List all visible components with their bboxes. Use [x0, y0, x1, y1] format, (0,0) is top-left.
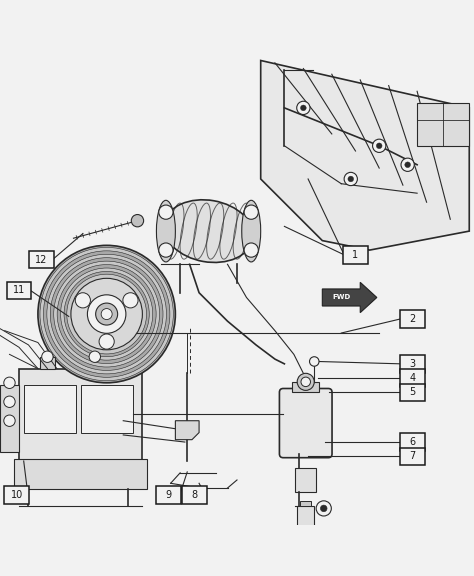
Circle shape	[159, 243, 173, 257]
Ellipse shape	[242, 200, 261, 262]
Ellipse shape	[156, 200, 175, 262]
Polygon shape	[322, 282, 377, 313]
Circle shape	[40, 248, 173, 381]
Bar	[24, 385, 76, 433]
Text: 6: 6	[410, 437, 415, 447]
Circle shape	[75, 293, 91, 308]
Circle shape	[301, 105, 306, 111]
Text: 3: 3	[410, 359, 415, 369]
Text: FWD: FWD	[332, 294, 350, 301]
Circle shape	[310, 357, 319, 366]
Circle shape	[96, 303, 118, 325]
FancyBboxPatch shape	[156, 486, 181, 504]
Bar	[81, 385, 133, 433]
Text: 8: 8	[191, 490, 197, 500]
Circle shape	[376, 143, 382, 149]
Circle shape	[297, 101, 310, 115]
FancyBboxPatch shape	[29, 251, 54, 268]
FancyBboxPatch shape	[279, 388, 332, 458]
Text: 9: 9	[165, 490, 171, 500]
Circle shape	[294, 528, 303, 537]
Circle shape	[4, 415, 15, 426]
Circle shape	[54, 261, 160, 367]
Circle shape	[67, 274, 146, 354]
FancyBboxPatch shape	[4, 486, 29, 504]
Circle shape	[50, 257, 163, 370]
Bar	[297, 506, 314, 532]
Text: 7: 7	[409, 451, 416, 461]
Circle shape	[89, 351, 100, 362]
FancyBboxPatch shape	[400, 433, 425, 451]
Circle shape	[47, 254, 166, 374]
Text: 1: 1	[353, 250, 358, 260]
FancyBboxPatch shape	[400, 448, 425, 465]
Text: 12: 12	[35, 255, 47, 264]
Circle shape	[4, 396, 15, 407]
Polygon shape	[175, 420, 199, 439]
Circle shape	[42, 351, 53, 362]
Circle shape	[57, 264, 156, 363]
Circle shape	[405, 162, 410, 168]
Bar	[417, 103, 469, 146]
Circle shape	[99, 334, 114, 349]
Bar	[292, 382, 319, 392]
Circle shape	[71, 278, 142, 350]
Circle shape	[87, 295, 126, 334]
FancyBboxPatch shape	[400, 384, 425, 401]
Polygon shape	[261, 60, 469, 250]
Circle shape	[320, 505, 327, 511]
Circle shape	[348, 176, 354, 182]
Bar	[88, 357, 102, 369]
FancyBboxPatch shape	[400, 369, 425, 387]
Circle shape	[64, 271, 149, 357]
Circle shape	[101, 309, 112, 320]
Circle shape	[123, 293, 138, 308]
Circle shape	[373, 139, 386, 153]
Circle shape	[38, 245, 175, 383]
Text: 4: 4	[410, 373, 415, 383]
Bar	[14, 458, 147, 490]
Text: 10: 10	[10, 490, 23, 500]
Circle shape	[301, 377, 310, 386]
Circle shape	[401, 158, 414, 172]
Circle shape	[131, 214, 144, 227]
FancyBboxPatch shape	[7, 282, 31, 299]
Text: 5: 5	[409, 387, 416, 397]
Bar	[295, 468, 316, 492]
Circle shape	[344, 172, 357, 185]
FancyBboxPatch shape	[400, 355, 425, 373]
FancyBboxPatch shape	[343, 246, 368, 264]
Text: 2: 2	[409, 314, 416, 324]
Circle shape	[244, 243, 258, 257]
Circle shape	[316, 501, 331, 516]
Circle shape	[244, 205, 258, 219]
Bar	[40, 357, 55, 369]
Bar	[0, 385, 19, 452]
Circle shape	[297, 373, 314, 391]
Bar	[300, 501, 311, 506]
FancyBboxPatch shape	[400, 310, 425, 328]
Bar	[19, 369, 142, 461]
Circle shape	[159, 205, 173, 219]
Circle shape	[44, 251, 170, 377]
FancyBboxPatch shape	[182, 486, 207, 504]
Ellipse shape	[164, 200, 253, 263]
Circle shape	[4, 377, 15, 388]
Text: 11: 11	[13, 285, 25, 295]
Circle shape	[61, 268, 153, 360]
